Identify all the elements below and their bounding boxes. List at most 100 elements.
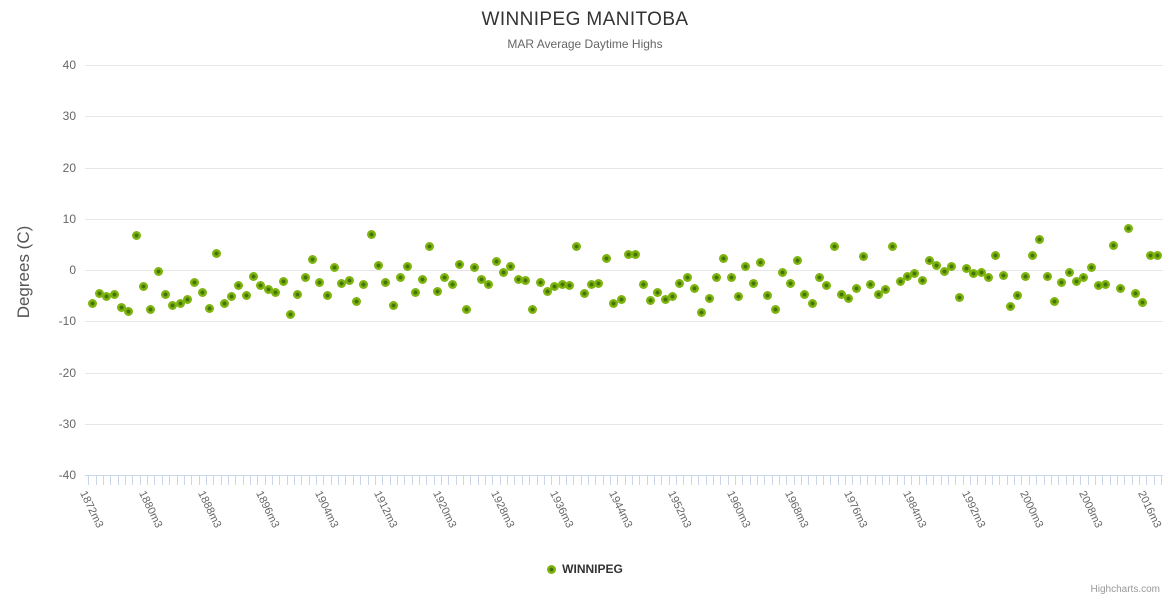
data-point[interactable] (947, 262, 957, 272)
data-point[interactable] (469, 263, 479, 273)
data-point[interactable] (219, 299, 229, 309)
data-point[interactable] (587, 279, 597, 289)
data-point[interactable] (425, 242, 435, 252)
data-point[interactable] (197, 288, 207, 298)
data-point[interactable] (227, 292, 237, 302)
data-point[interactable] (124, 306, 134, 316)
data-point[interactable] (704, 294, 714, 304)
highcharts-credit-link[interactable]: Highcharts.com (1090, 584, 1160, 595)
data-point[interactable] (1108, 241, 1118, 251)
data-point[interactable] (925, 255, 935, 265)
data-point[interactable] (1057, 277, 1067, 287)
data-point[interactable] (748, 278, 758, 288)
data-point[interactable] (153, 267, 163, 277)
data-point[interactable] (190, 278, 200, 288)
data-point[interactable] (322, 290, 332, 300)
data-point[interactable] (961, 263, 971, 273)
data-point[interactable] (388, 301, 398, 311)
data-point[interactable] (293, 289, 303, 299)
data-point[interactable] (535, 278, 545, 288)
data-point[interactable] (278, 277, 288, 287)
data-point[interactable] (770, 305, 780, 315)
data-point[interactable] (440, 273, 450, 283)
data-point[interactable] (653, 288, 663, 298)
data-point[interactable] (1064, 267, 1074, 277)
data-point[interactable] (116, 303, 126, 313)
data-point[interactable] (778, 268, 788, 278)
data-point[interactable] (763, 291, 773, 301)
data-point[interactable] (498, 268, 508, 278)
data-point[interactable] (932, 261, 942, 271)
data-point[interactable] (682, 272, 692, 282)
data-point[interactable] (263, 285, 273, 295)
data-point[interactable] (859, 251, 868, 261)
data-point[interactable] (484, 280, 494, 290)
data-point[interactable] (329, 262, 339, 272)
data-point[interactable] (205, 304, 215, 314)
data-point[interactable] (998, 271, 1008, 281)
data-point[interactable] (594, 278, 604, 288)
data-point[interactable] (645, 295, 655, 305)
data-point[interactable] (719, 254, 729, 264)
data-point[interactable] (543, 287, 553, 297)
data-point[interactable] (976, 267, 986, 277)
data-point[interactable] (712, 273, 722, 283)
data-point[interactable] (432, 286, 442, 296)
data-point[interactable] (285, 310, 295, 320)
data-point[interactable] (1035, 235, 1045, 245)
data-point[interactable] (344, 276, 354, 286)
data-point[interactable] (1042, 271, 1052, 281)
data-point[interactable] (572, 241, 582, 251)
data-point[interactable] (697, 308, 707, 318)
data-point[interactable] (146, 304, 156, 314)
data-point[interactable] (1079, 273, 1089, 283)
data-point[interactable] (462, 304, 472, 314)
data-point[interactable] (168, 300, 178, 310)
data-point[interactable] (726, 272, 736, 282)
data-point[interactable] (337, 279, 347, 289)
data-point[interactable] (917, 276, 927, 286)
data-point[interactable] (160, 289, 170, 299)
data-point[interactable] (785, 278, 795, 288)
data-point[interactable] (829, 241, 839, 251)
data-point[interactable] (1116, 283, 1126, 293)
data-point[interactable] (1020, 272, 1030, 282)
data-point[interactable] (183, 294, 193, 304)
data-point[interactable] (410, 288, 420, 298)
data-point[interactable] (675, 278, 685, 288)
data-point[interactable] (212, 248, 222, 258)
data-point[interactable] (1130, 289, 1140, 299)
data-point[interactable] (631, 250, 641, 260)
data-point[interactable] (579, 289, 589, 299)
data-point[interactable] (447, 280, 457, 290)
data-point[interactable] (741, 262, 751, 272)
data-point[interactable] (903, 271, 913, 281)
legend-item-winnipeg[interactable]: WINNIPEG (0, 562, 1170, 576)
data-point[interactable] (1072, 276, 1082, 286)
data-point[interactable] (616, 295, 626, 305)
data-point[interactable] (374, 261, 384, 271)
data-point[interactable] (454, 260, 464, 270)
data-point[interactable] (939, 267, 949, 277)
data-point[interactable] (565, 280, 575, 290)
data-point[interactable] (814, 272, 824, 282)
data-point[interactable] (792, 255, 802, 265)
data-point[interactable] (87, 298, 97, 308)
data-point[interactable] (550, 282, 560, 292)
data-point[interactable] (601, 254, 611, 264)
data-point[interactable] (521, 276, 530, 286)
data-point[interactable] (1123, 223, 1133, 233)
data-point[interactable] (756, 258, 766, 268)
data-point[interactable] (352, 297, 361, 307)
data-point[interactable] (822, 281, 832, 291)
data-point[interactable] (249, 271, 259, 281)
data-point[interactable] (315, 277, 325, 287)
data-point[interactable] (638, 280, 648, 290)
data-point[interactable] (954, 292, 964, 302)
data-point[interactable] (491, 256, 501, 266)
data-point[interactable] (873, 289, 883, 299)
data-point[interactable] (138, 282, 148, 292)
data-point[interactable] (359, 280, 369, 290)
data-point[interactable] (234, 280, 244, 290)
data-point[interactable] (131, 231, 141, 241)
